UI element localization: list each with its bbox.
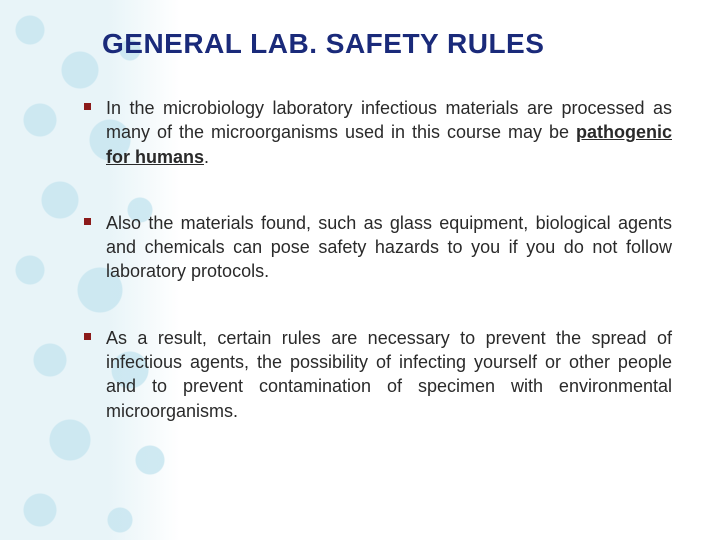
bullet-item: Also the materials found, such as glass … bbox=[102, 211, 672, 284]
bullet-text-post: . bbox=[204, 147, 209, 167]
bullet-text-pre: As a result, certain rules are necessary… bbox=[106, 328, 672, 421]
bullet-list: In the microbiology laboratory infectiou… bbox=[102, 96, 672, 423]
bullet-item: As a result, certain rules are necessary… bbox=[102, 326, 672, 423]
slide-title: GENERAL LAB. SAFETY RULES bbox=[102, 28, 672, 60]
bullet-item: In the microbiology laboratory infectiou… bbox=[102, 96, 672, 169]
slide-content: GENERAL LAB. SAFETY RULES In the microbi… bbox=[0, 0, 720, 443]
bullet-text-pre: Also the materials found, such as glass … bbox=[106, 213, 672, 282]
